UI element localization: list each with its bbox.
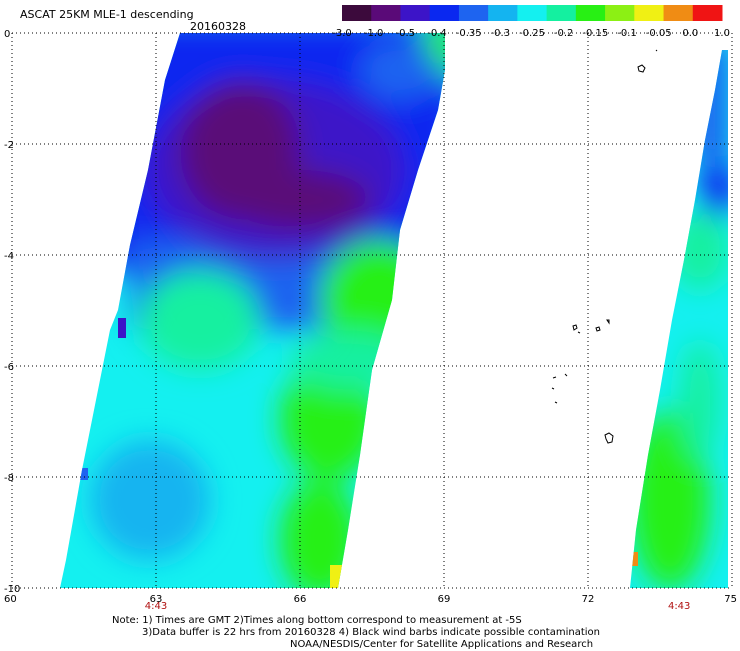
pass-time-0: 4:43 (145, 601, 167, 612)
longitude-labels: 60 63 66 69 72 75 (4, 594, 737, 605)
colorbar-swatch-0 (342, 5, 372, 21)
lat-label-5: -10 (4, 584, 20, 595)
note-line-1: Note: 1) Times are GMT 2)Times along bot… (112, 615, 522, 626)
lon-label-75: 75 (724, 594, 737, 605)
colorbar-swatch-1 (371, 5, 401, 21)
map-title: ASCAT 25KM MLE-1 descending (20, 8, 194, 21)
colorbar-swatch-2 (400, 5, 431, 21)
colorbar-label-12: 1.0 (714, 28, 730, 39)
lon-label-72: 72 (582, 594, 595, 605)
lat-label-3: -6 (4, 362, 14, 373)
colorbar-swatch-12 (692, 5, 723, 21)
colorbar (342, 5, 723, 21)
colorbar-label-6: -0.25 (519, 28, 545, 39)
colorbar-label-5: -0.3 (491, 28, 511, 39)
map-grid (11, 32, 733, 589)
colorbar-label-3: -0.4 (427, 28, 447, 39)
pass-time-labels: 4:43 4:43 (145, 601, 691, 612)
colorbar-swatch-7 (546, 5, 577, 21)
colorbar-labels: -3.0 -1.0 -0.5 -0.4 -0.35 -0.3 -0.25 -0.2 -0.15-… (332, 28, 730, 39)
colorbar-label-11: 0.0 (682, 28, 698, 39)
note-line-2: 3)Data buffer is 22 hrs from 20160328 4)… (142, 627, 600, 638)
colorbar-label-4: -0.35 (456, 28, 482, 39)
swath-west (60, 33, 445, 588)
coastlines (551, 49, 658, 444)
colorbar-swatch-11 (663, 5, 694, 21)
colorbar-label-1: -1.0 (364, 28, 384, 39)
colorbar-swatch-10 (634, 5, 665, 21)
colorbar-label-8: -0.15 (582, 28, 608, 39)
colorbar-label-2: -0.5 (396, 28, 416, 39)
colorbar-label-10: -0.05 (646, 28, 672, 39)
lon-label-66: 66 (294, 594, 307, 605)
latitude-labels: 0 -2 -4 -6 -8 -10 (4, 29, 20, 595)
lat-label-0: 0 (4, 29, 10, 40)
colorbar-swatch-5 (488, 5, 518, 21)
colorbar-label-7: -0.2 (554, 28, 574, 39)
pass-time-1: 4:43 (668, 601, 690, 612)
lon-label-69: 69 (438, 594, 451, 605)
note-line-3: NOAA/NESDIS/Center for Satellite Applica… (290, 639, 594, 650)
map-date: 20160328 (190, 20, 246, 33)
lon-label-60: 60 (4, 594, 17, 605)
colorbar-swatch-9 (605, 5, 635, 21)
lat-label-1: -2 (4, 140, 14, 151)
lon-label-63: 63 (150, 594, 163, 605)
colorbar-label-0: -3.0 (332, 28, 352, 39)
lat-label-4: -8 (4, 473, 14, 484)
colorbar-label-9: -0.1 (617, 28, 637, 39)
colorbar-swatch-8 (575, 5, 606, 21)
lat-label-2: -4 (4, 251, 14, 262)
swath-east (630, 50, 728, 588)
colorbar-swatch-6 (517, 5, 548, 21)
colorbar-swatch-4 (458, 5, 489, 21)
colorbar-swatch-3 (429, 5, 460, 21)
